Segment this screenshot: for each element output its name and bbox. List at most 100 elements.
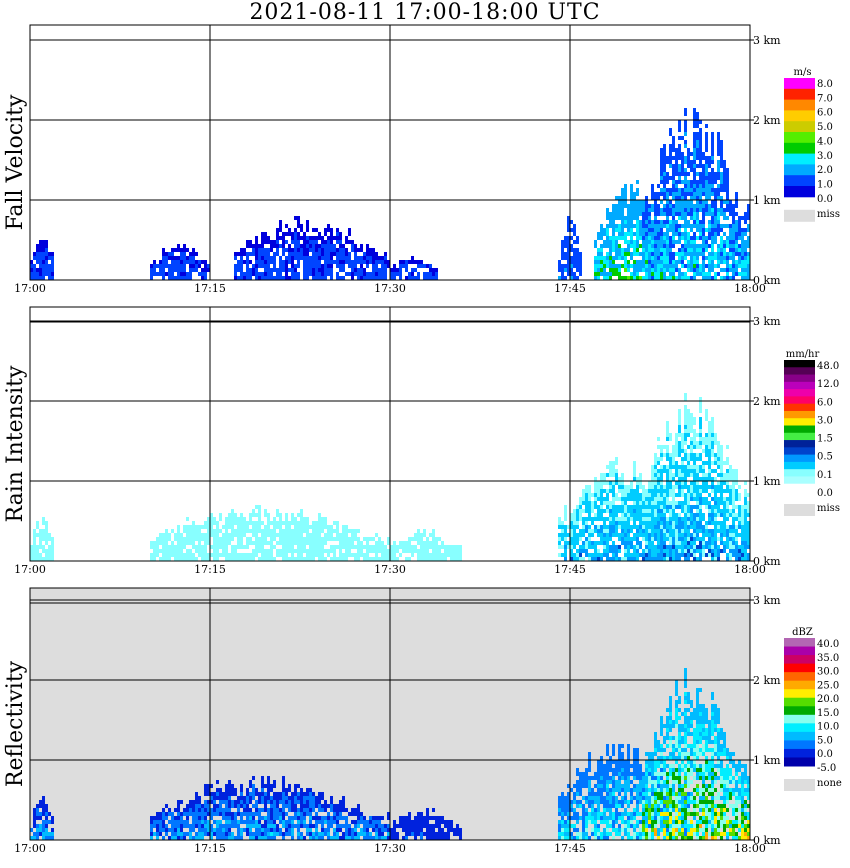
echo-cell bbox=[675, 485, 678, 489]
echo-cell bbox=[660, 264, 663, 268]
echo-cell bbox=[396, 557, 399, 561]
echo-cell bbox=[381, 545, 384, 549]
echo-cell bbox=[579, 537, 582, 541]
echo-cell bbox=[306, 268, 309, 272]
echo-cell bbox=[300, 545, 303, 549]
echo-cell bbox=[330, 545, 333, 549]
echo-cell bbox=[603, 497, 606, 501]
echo-cell bbox=[36, 521, 39, 525]
echo-cell bbox=[609, 521, 612, 525]
echo-cell bbox=[585, 517, 588, 521]
echo-cell bbox=[594, 557, 597, 561]
echo-cell bbox=[663, 236, 666, 240]
echo-cell bbox=[588, 541, 591, 545]
echo-cell bbox=[318, 521, 321, 525]
echo-cell bbox=[735, 489, 738, 493]
echo-cell bbox=[711, 184, 714, 188]
echo-cell bbox=[231, 792, 234, 796]
echo-cell bbox=[384, 268, 387, 272]
echo-cell bbox=[33, 549, 36, 553]
echo-cell bbox=[618, 485, 621, 489]
echo-cell bbox=[279, 832, 282, 836]
echo-cell bbox=[282, 244, 285, 248]
echo-cell bbox=[708, 156, 711, 160]
echo-cell bbox=[168, 820, 171, 824]
echo-cell bbox=[186, 541, 189, 545]
echo-cell bbox=[579, 529, 582, 533]
echo-cell bbox=[264, 240, 267, 244]
echo-cell bbox=[627, 232, 630, 236]
echo-cell bbox=[717, 260, 720, 264]
echo-cell bbox=[666, 549, 669, 553]
echo-cell bbox=[648, 557, 651, 561]
echo-cell bbox=[666, 557, 669, 561]
echo-cell bbox=[372, 264, 375, 268]
echo-cell bbox=[264, 553, 267, 557]
echo-cell bbox=[234, 256, 237, 260]
echo-cell bbox=[741, 513, 744, 517]
echo-cell bbox=[570, 276, 573, 280]
echo-cell bbox=[651, 501, 654, 505]
echo-cell bbox=[705, 168, 708, 172]
echo-cell bbox=[681, 441, 684, 445]
echo-cell bbox=[690, 449, 693, 453]
echo-cell bbox=[45, 256, 48, 260]
echo-cell bbox=[186, 808, 189, 812]
echo-cell bbox=[600, 256, 603, 260]
echo-cell bbox=[324, 276, 327, 280]
echo-cell bbox=[411, 260, 414, 264]
echo-cell bbox=[255, 804, 258, 808]
echo-cell bbox=[684, 421, 687, 425]
echo-cell bbox=[717, 224, 720, 228]
echo-cell bbox=[558, 264, 561, 268]
echo-cell bbox=[213, 545, 216, 549]
echo-cell bbox=[642, 232, 645, 236]
echo-cell bbox=[645, 200, 648, 204]
echo-cell bbox=[291, 232, 294, 236]
echo-cell bbox=[432, 272, 435, 276]
echo-cell bbox=[606, 529, 609, 533]
echo-cell bbox=[735, 220, 738, 224]
echo-cell bbox=[669, 248, 672, 252]
echo-cell bbox=[246, 828, 249, 832]
echo-cell bbox=[315, 256, 318, 260]
echo-cell bbox=[693, 437, 696, 441]
echo-cell bbox=[687, 553, 690, 557]
echo-cell bbox=[393, 276, 396, 280]
echo-cell bbox=[657, 525, 660, 529]
echo-cell bbox=[198, 533, 201, 537]
echo-cell bbox=[273, 545, 276, 549]
echo-cell bbox=[168, 828, 171, 832]
echo-cell bbox=[600, 501, 603, 505]
echo-cell bbox=[627, 525, 630, 529]
echo-cell bbox=[726, 168, 729, 172]
echo-cell bbox=[651, 545, 654, 549]
echo-cell bbox=[678, 549, 681, 553]
echo-cell bbox=[672, 529, 675, 533]
echo-cell bbox=[696, 116, 699, 120]
echo-cell bbox=[345, 537, 348, 541]
echo-cell bbox=[645, 216, 648, 220]
echo-cell bbox=[291, 240, 294, 244]
echo-cell bbox=[609, 244, 612, 248]
echo-cell bbox=[651, 481, 654, 485]
echo-cell bbox=[324, 228, 327, 232]
echo-cell bbox=[723, 208, 726, 212]
echo-cell bbox=[690, 264, 693, 268]
echo-cell bbox=[282, 788, 285, 792]
echo-cell bbox=[681, 152, 684, 156]
echo-cell bbox=[687, 433, 690, 437]
echo-cell bbox=[570, 517, 573, 521]
echo-cell bbox=[426, 549, 429, 553]
echo-cell bbox=[381, 256, 384, 260]
echo-cell bbox=[276, 796, 279, 800]
echo-cell bbox=[411, 553, 414, 557]
echo-cell bbox=[729, 525, 732, 529]
echo-cell bbox=[684, 465, 687, 469]
echo-cell bbox=[663, 509, 666, 513]
echo-cell bbox=[618, 212, 621, 216]
echo-cell bbox=[285, 276, 288, 280]
echo-cell bbox=[669, 220, 672, 224]
echo-cell bbox=[186, 804, 189, 808]
echo-cell bbox=[636, 485, 639, 489]
